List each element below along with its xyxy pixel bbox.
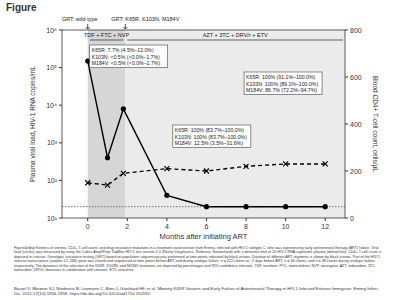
point	[121, 171, 126, 176]
y2-tick-label: 600	[350, 74, 362, 81]
point	[243, 204, 248, 209]
annotation-line: K65R: 7.7% (4.5%–12.0%)	[92, 47, 154, 53]
x-tick-label: 4	[165, 223, 169, 230]
annotation-line: K65R: 100% (91.1%–100.0%)	[246, 74, 315, 80]
point	[164, 166, 169, 171]
grt-label: GRT: wild-type	[62, 16, 98, 22]
regimen-label: TDF + FTC + NVP	[84, 32, 130, 38]
point	[121, 106, 126, 111]
annotation-line: M184V: 86.7% (72.2%–94.7%)	[246, 87, 317, 93]
x-tick-label: 0	[86, 223, 90, 230]
regimen-bar	[127, 40, 343, 41]
annotation-box	[244, 72, 322, 95]
y2-tick	[345, 218, 348, 219]
x-tick-label: 10	[282, 223, 290, 230]
grt-arrow	[123, 24, 127, 29]
y-tick	[59, 180, 62, 181]
y2-tick-label: 0	[350, 215, 354, 222]
x-tick	[166, 218, 167, 221]
x-tick	[206, 218, 207, 221]
point	[164, 193, 169, 198]
point	[204, 204, 209, 209]
annotation-line: K103N: 100% (89.1%–100.0%)	[246, 81, 318, 87]
grt-arrow	[86, 24, 90, 29]
y-tick-label: 10⁵	[46, 64, 57, 71]
y-tick-label: 10²	[47, 177, 58, 184]
x-tick-label: 12	[321, 223, 329, 230]
x-tick-label: 8	[244, 223, 248, 230]
y-tick	[59, 105, 62, 106]
x-tick	[285, 218, 286, 221]
y2-tick-label: 400	[350, 121, 362, 128]
y-tick-label: 10⁶	[46, 27, 57, 34]
y-tick-label: 10¹	[47, 215, 58, 222]
x-tick	[325, 218, 326, 221]
annotation-line: K103N: <0.5% (<0.0%–1.7%)	[92, 54, 160, 60]
x-tick	[87, 218, 88, 221]
plot-area	[62, 30, 345, 218]
y2-tick	[345, 171, 348, 172]
title: Figure	[6, 2, 37, 13]
frame	[62, 30, 345, 218]
point	[85, 180, 90, 185]
annotation-box	[173, 125, 251, 148]
y-tick	[59, 30, 62, 31]
point	[283, 161, 288, 166]
annotation-line: K65R: 100% (83.7%–100.0%)	[175, 127, 244, 133]
x-tick-label: 6	[205, 223, 209, 230]
annotation-line: M184V: <0.5% (<0.0%–1.7%)	[92, 60, 161, 66]
citation: Barzel V, Metzner KJ, Niederöst B, Leema…	[14, 286, 386, 296]
y2-tick	[345, 124, 348, 125]
annotation-box	[90, 45, 168, 68]
regimen-bar	[90, 40, 124, 41]
point	[105, 155, 110, 160]
point	[105, 183, 110, 188]
point	[323, 204, 328, 209]
series-line	[88, 61, 325, 207]
annotation-line: K103N: 100% (83.7%–100.0%)	[175, 134, 247, 140]
regimen-label: AZT + 3TC + DRV/r + ETV	[203, 32, 268, 38]
y2-label: Blood CD4+ T-cell count, cells/µL	[371, 76, 379, 172]
y-label: Plasma viral load, HIV-1 RNA copies/mL	[29, 66, 37, 182]
point	[204, 169, 209, 174]
series-line	[88, 164, 325, 185]
y2-tick-label: 800	[350, 27, 362, 34]
grt-label: GRT: K65R, K103N, M184V	[111, 16, 179, 22]
y2-tick-label: 200	[350, 168, 362, 175]
x-tick-label: 2	[125, 223, 129, 230]
caption: Figure&nbsp;Kinetics of viremia, CD4+ T-…	[14, 246, 386, 272]
point	[323, 161, 328, 166]
point	[283, 204, 288, 209]
y-tick	[59, 218, 62, 219]
annotation-line: M184V: 12.5% (3.5%–31.6%)	[175, 140, 243, 146]
y2-tick	[345, 77, 348, 78]
y-tick	[59, 67, 62, 68]
x-label: Months after initiating ART	[160, 232, 248, 241]
y2-tick	[345, 30, 348, 31]
y-tick-label: 10³	[47, 139, 58, 146]
y-tick	[59, 142, 62, 143]
x-tick	[127, 218, 128, 221]
y-tick-label: 10⁴	[46, 102, 57, 109]
point	[244, 164, 249, 169]
x-tick	[246, 218, 247, 221]
